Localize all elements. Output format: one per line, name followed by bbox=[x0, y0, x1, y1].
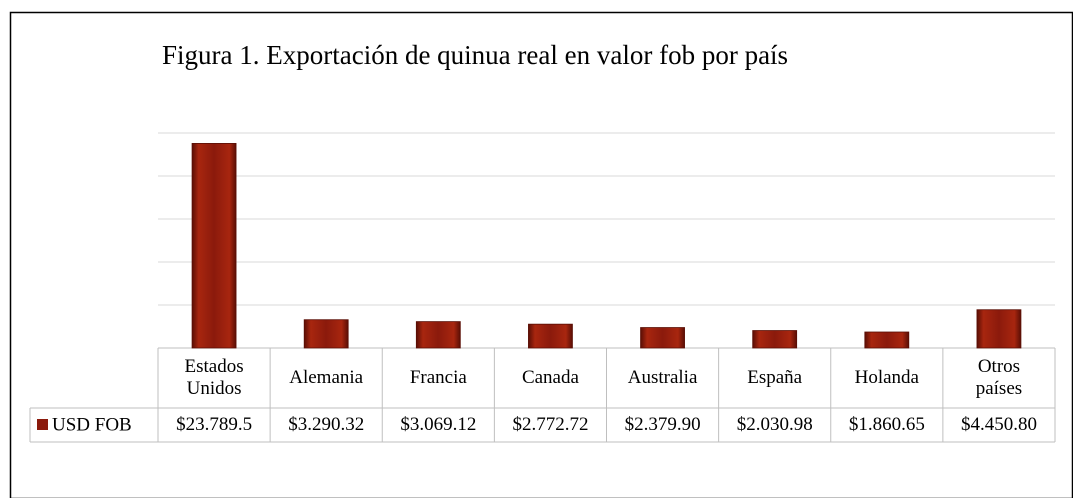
value-label: $4.450.80 bbox=[960, 414, 1037, 435]
x-tick-label: Canada bbox=[521, 367, 579, 388]
value-label-box: $2.772.72 bbox=[512, 414, 589, 435]
bar bbox=[752, 330, 798, 349]
x-tick-label-box: Holanda bbox=[854, 367, 919, 388]
bar bbox=[415, 321, 461, 349]
legend-swatch bbox=[37, 419, 48, 430]
value-label: $3.069.12 bbox=[400, 414, 477, 435]
x-tick-label: Holanda bbox=[854, 367, 919, 388]
x-tick-label-box: Canada bbox=[521, 367, 579, 388]
bar bbox=[976, 309, 1022, 349]
x-tick-label: Australia bbox=[627, 367, 698, 388]
value-label: $2.379.90 bbox=[624, 414, 701, 435]
x-tick-label-box: España bbox=[747, 367, 803, 388]
value-label-box: $2.379.90 bbox=[624, 414, 701, 435]
value-label: $2.772.72 bbox=[512, 414, 589, 435]
value-label-box: $2.030.98 bbox=[736, 414, 813, 435]
value-label-box: $23.789.5 bbox=[176, 414, 253, 435]
x-tick-label: Estados Unidos bbox=[184, 356, 244, 399]
value-label-box: $3.069.12 bbox=[400, 414, 477, 435]
x-tick-label-box: Francia bbox=[409, 367, 467, 388]
value-label: $23.789.5 bbox=[176, 414, 253, 435]
x-tick-label: España bbox=[747, 367, 803, 388]
x-tick-label-box: Alemania bbox=[289, 367, 364, 388]
x-tick-label-box: Estados Unidos bbox=[184, 356, 244, 399]
bar bbox=[864, 331, 910, 349]
value-label: $2.030.98 bbox=[736, 414, 813, 435]
x-tick-label: Otros países bbox=[975, 356, 1023, 399]
x-tick-label: Alemania bbox=[289, 367, 364, 388]
value-label: $1.860.65 bbox=[848, 414, 925, 435]
bar bbox=[528, 323, 573, 349]
x-tick-label: Francia bbox=[409, 367, 467, 388]
value-label-box: $3.290.32 bbox=[288, 414, 365, 435]
value-label: $3.290.32 bbox=[288, 414, 365, 435]
bar bbox=[303, 319, 349, 349]
value-label-box: $1.860.65 bbox=[848, 414, 925, 435]
x-tick-label-box: Otros países bbox=[975, 356, 1023, 399]
chart-frame bbox=[9, 11, 1073, 498]
bar bbox=[191, 143, 237, 349]
chart-title: Figura 1. Exportación de quinua real en … bbox=[162, 40, 788, 70]
x-tick-label-box: Australia bbox=[627, 367, 698, 388]
legend-label: USD FOB bbox=[52, 414, 132, 435]
value-label-box: $4.450.80 bbox=[960, 414, 1037, 435]
bar bbox=[640, 327, 685, 349]
